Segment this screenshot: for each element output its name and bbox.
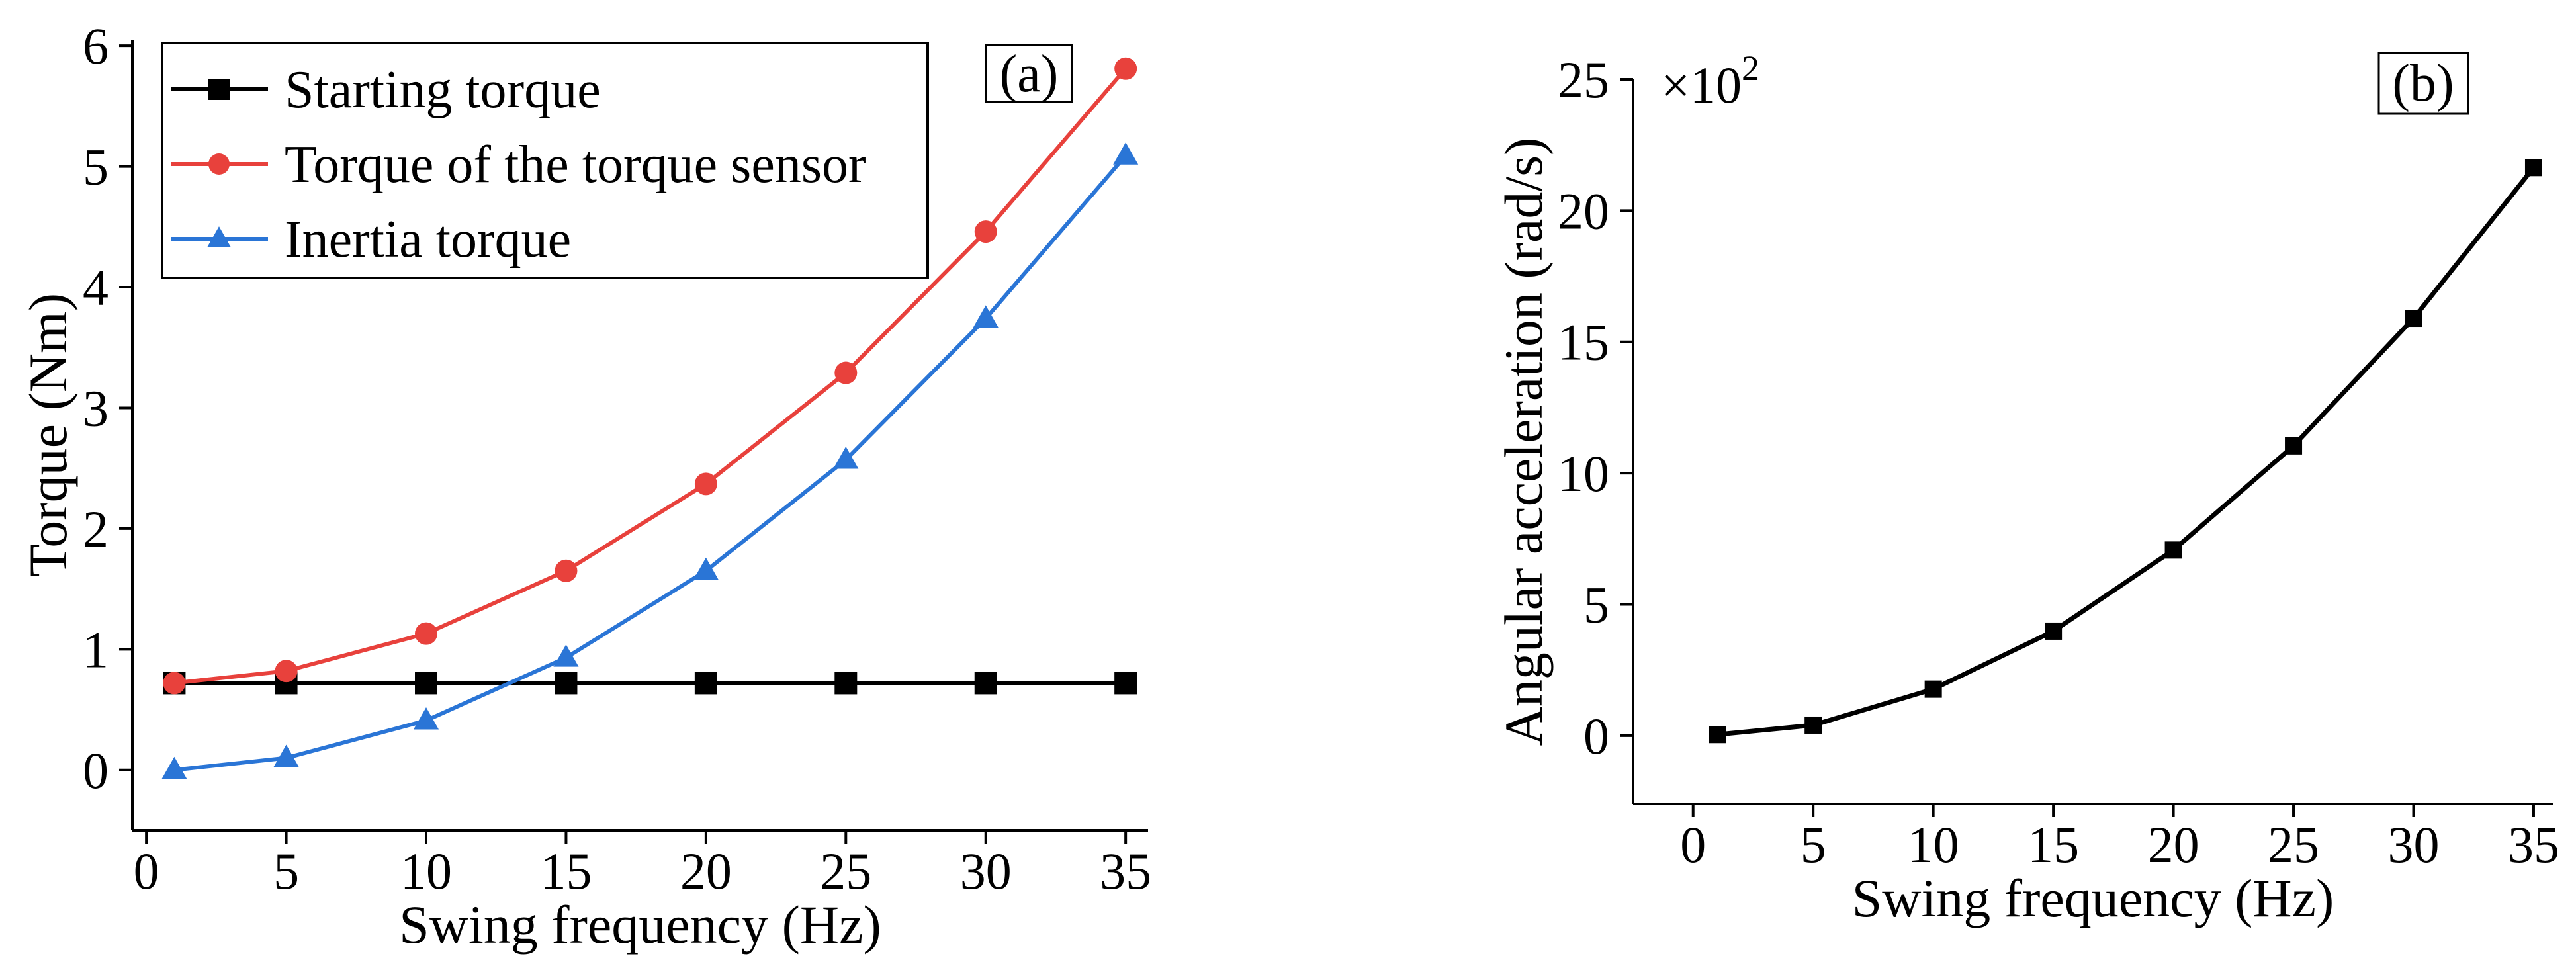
data-point xyxy=(973,305,999,328)
data-point xyxy=(1924,680,1942,698)
data-point xyxy=(273,744,299,767)
x-tick-label: 20 xyxy=(2148,816,2199,873)
legend-entry: Starting torque xyxy=(285,61,601,119)
panel-label-box xyxy=(985,44,1073,103)
x-tick-label: 25 xyxy=(2268,816,2319,873)
axis-multiplier: ×102 xyxy=(1661,48,1759,114)
x-tick-label: 10 xyxy=(400,842,452,900)
data-point xyxy=(1804,716,1822,734)
legend-marker xyxy=(208,79,230,100)
x-tick-label: 20 xyxy=(680,842,732,900)
x-tick-label: 15 xyxy=(540,842,592,900)
data-point xyxy=(1114,672,1137,695)
y-tick-label: 25 xyxy=(1558,51,1609,109)
y-axis-title: Torque (Nm) xyxy=(18,293,78,577)
panel-label: (a) xyxy=(1000,45,1059,103)
data-point xyxy=(555,672,578,695)
data-point xyxy=(1709,726,1726,744)
x-tick-label: 35 xyxy=(1100,842,1151,900)
y-tick-label: 4 xyxy=(83,259,109,316)
x-axis-title: Swing frequency (Hz) xyxy=(1852,868,2334,928)
data-point xyxy=(974,220,997,243)
data-point xyxy=(415,672,438,695)
legend-box xyxy=(161,42,929,279)
data-point xyxy=(161,756,187,779)
y-tick-label: 0 xyxy=(1583,707,1609,765)
panel-label-box xyxy=(2377,52,2469,115)
series-line xyxy=(1716,166,2536,737)
chart-a: 0 5 10 15 20 25 30 35 0 1 2 3 4 5 6 Swing frequency (Hz… xyxy=(18,17,1151,955)
data-point xyxy=(1114,57,1137,80)
x-tick-label: 30 xyxy=(960,842,1012,900)
x-axis-title: Swing frequency (Hz) xyxy=(399,895,881,955)
x-tick-label: 0 xyxy=(1680,816,1706,873)
data-point xyxy=(2524,159,2542,177)
y-tick-label: 6 xyxy=(83,17,109,75)
y-tick-label: 3 xyxy=(83,379,109,437)
legend-marker xyxy=(208,153,230,175)
data-point xyxy=(974,672,997,695)
data-point xyxy=(694,672,717,695)
x-tick-label: 5 xyxy=(273,842,299,900)
panel-label: (b) xyxy=(2392,54,2454,112)
multiplier-base: ×10 xyxy=(1661,56,1742,114)
data-point xyxy=(555,559,578,582)
data-point xyxy=(834,672,858,695)
series-line xyxy=(174,67,1128,685)
data-point xyxy=(2405,310,2422,328)
legend-entry: Torque of the torque sensor xyxy=(285,136,866,194)
y-tick-label: 5 xyxy=(83,138,109,196)
y-axis-title: Angular acceleration (rad/s) xyxy=(1493,138,1554,746)
data-point xyxy=(834,361,858,384)
data-point xyxy=(2164,541,2182,559)
y-tick-label: 5 xyxy=(1583,576,1609,633)
data-point xyxy=(163,672,186,695)
y-tick-label: 1 xyxy=(83,621,109,678)
x-tick-label: 15 xyxy=(2027,816,2079,873)
data-point xyxy=(415,622,438,645)
series-line xyxy=(174,154,1128,772)
y-tick-label: 20 xyxy=(1558,182,1609,240)
y-tick-label: 0 xyxy=(83,742,109,799)
x-tick-label: 35 xyxy=(2508,816,2559,873)
x-tick-label: 0 xyxy=(134,842,159,900)
y-tick-label: 15 xyxy=(1558,314,1609,371)
legend-marker xyxy=(207,226,231,247)
data-point xyxy=(553,644,579,667)
legend-entry: Inertia torque xyxy=(285,210,571,269)
data-point xyxy=(833,446,859,469)
x-tick-label: 10 xyxy=(1908,816,1959,873)
y-tick-label: 10 xyxy=(1558,445,1609,502)
y-tick-label: 2 xyxy=(83,500,109,558)
multiplier-exponent: 2 xyxy=(1742,48,1759,88)
x-tick-label: 25 xyxy=(820,842,871,900)
data-point xyxy=(694,472,717,496)
data-point xyxy=(693,557,719,580)
data-point xyxy=(2285,437,2303,455)
x-tick-label: 30 xyxy=(2388,816,2440,873)
data-point xyxy=(2045,622,2063,640)
data-point xyxy=(1113,142,1139,165)
data-point xyxy=(275,660,298,683)
x-tick-label: 5 xyxy=(1800,816,1826,873)
data-point xyxy=(413,707,439,730)
